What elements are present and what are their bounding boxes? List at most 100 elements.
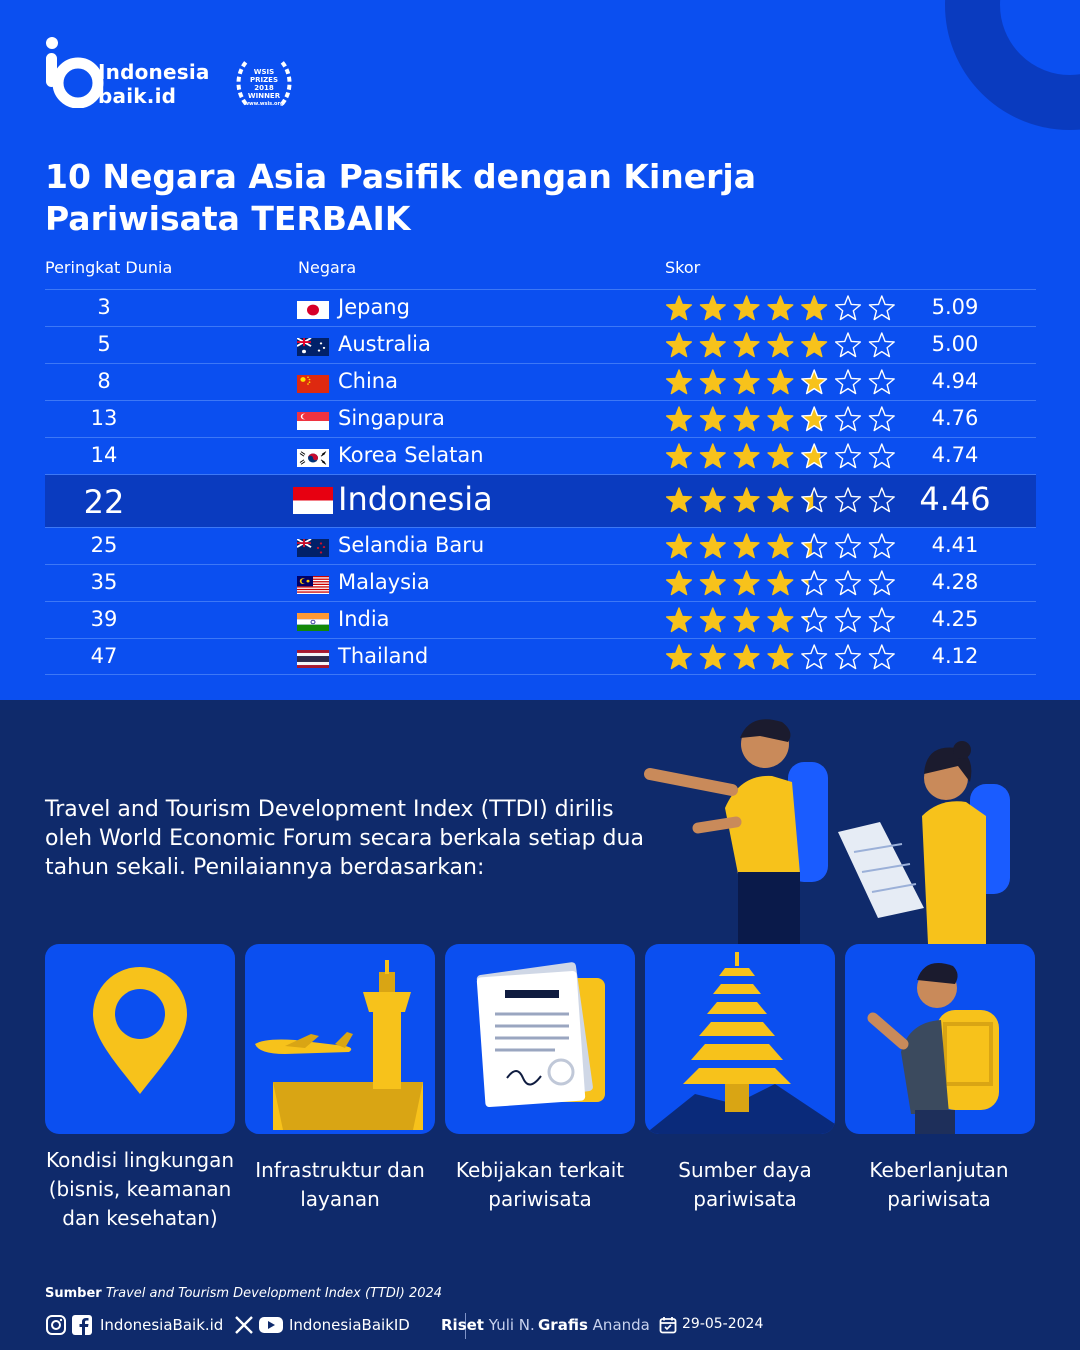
table-row: 3 Jepang 5.09 [45,289,1036,326]
youtube-icon[interactable] [258,1314,284,1336]
star-icon [834,443,862,469]
star-rating [665,533,895,559]
star-icon [699,406,726,432]
row-country: Jepang [338,295,410,319]
source-label: Sumber [45,1286,102,1301]
row-rank: 47 [90,644,118,668]
criteria-card-infrastructure [245,944,435,1134]
star-icon [834,607,862,633]
star-icon [834,570,862,596]
row-rank: 14 [90,443,118,467]
japan-flag-icon [297,301,329,319]
star-icon [733,607,760,633]
star-rating [665,295,895,321]
star-icon [767,533,794,559]
star-rating [665,570,895,596]
new-zealand-flag-icon [297,539,329,557]
star-icon [834,644,862,670]
row-score: 5.00 [931,332,979,356]
star-icon [801,443,828,469]
star-icon [801,406,828,432]
x-twitter-icon[interactable] [233,1314,255,1336]
star-icon [801,295,828,321]
row-score: 4.25 [931,607,979,631]
brand-line-2: baik.id [98,84,177,108]
row-country: Malaysia [338,570,430,594]
star-icon [733,369,760,395]
indonesiabaik-logo-icon [46,37,104,108]
source-note: Sumber Travel and Tourism Development In… [45,1286,442,1301]
star-icon [767,369,794,395]
ranking-table: 3 Jepang 5.09 5 Australia 5.00 8 China 4.94 13 Sin… [45,289,1036,675]
row-country: Singapura [338,406,445,430]
row-country: India [338,607,390,631]
star-icon [767,332,794,358]
handle-ig-fb[interactable]: IndonesiaBaik.id [100,1316,224,1334]
row-country: China [338,369,398,393]
star-icon [801,487,828,513]
female-traveler-figure [838,741,1010,944]
star-icon [801,332,828,358]
award-url: www.wsis.org [244,101,284,107]
row-rank: 25 [90,533,118,557]
star-icon [665,332,693,358]
star-icon [767,570,794,596]
malaysia-flag-icon [297,576,329,594]
star-icon [733,487,760,513]
riset-credit: Riset Yuli N. [441,1316,535,1334]
criteria-label-resources: Sumber daya pariwisata [678,1158,812,1211]
star-icon [834,487,862,513]
criteria-card-resources [645,944,835,1134]
policy-document-icon [476,962,605,1108]
row-country: Thailand [338,644,429,668]
table-row: 25 Selandia Baru 4.41 [45,527,1036,564]
star-icon [868,570,895,596]
award-line-1: WSIS [253,68,275,76]
star-icon [868,644,895,670]
criteria-card-environment [45,944,235,1134]
source-text: Travel and Tourism Development Index (TT… [105,1286,443,1301]
star-icon [699,570,726,596]
row-rank: 5 [97,332,111,356]
row-country: Selandia Baru [338,533,485,557]
star-icon [834,406,862,432]
row-score: 4.94 [931,369,979,393]
row-score: 4.76 [931,406,979,430]
laurel-wreath-icon [236,60,292,106]
star-icon [665,570,693,596]
star-rating [665,369,895,395]
criteria-card-sustainability [845,944,1035,1134]
award-line-2: PRIZES [249,76,279,84]
south-korea-flag-icon [297,449,329,467]
star-icon [868,533,895,559]
table-row: 35 Malaysia 4.28 [45,564,1036,601]
star-icon [699,369,726,395]
thailand-flag-icon [297,650,329,668]
brand-line-1: Indonesia [98,60,210,84]
calendar-icon [659,1317,677,1334]
facebook-icon[interactable] [71,1314,93,1336]
table-row: 5 Australia 5.00 [45,326,1036,363]
star-rating [665,406,895,432]
star-rating [665,644,895,670]
criteria-card-policy [445,944,635,1134]
australia-flag-icon [297,338,329,356]
star-icon [868,607,895,633]
brand-name: Indonesia baik.id [98,60,210,108]
row-country: Australia [338,332,431,356]
singapore-flag-icon [297,412,329,430]
star-icon [868,369,895,395]
instagram-icon[interactable] [45,1314,67,1336]
star-rating [665,487,895,513]
criteria-label-sustainability: Keberlanjutan pariwisata [869,1158,1009,1211]
row-rank: 35 [90,570,118,594]
china-flag-icon [297,375,329,393]
star-icon [733,644,760,670]
star-icon [868,406,895,432]
handle-x-yt[interactable]: IndonesiaBaikID [289,1316,410,1334]
header-panel [0,0,1080,700]
star-icon [801,607,828,633]
star-icon [767,406,794,432]
star-icon [834,332,862,358]
star-icon [767,443,794,469]
